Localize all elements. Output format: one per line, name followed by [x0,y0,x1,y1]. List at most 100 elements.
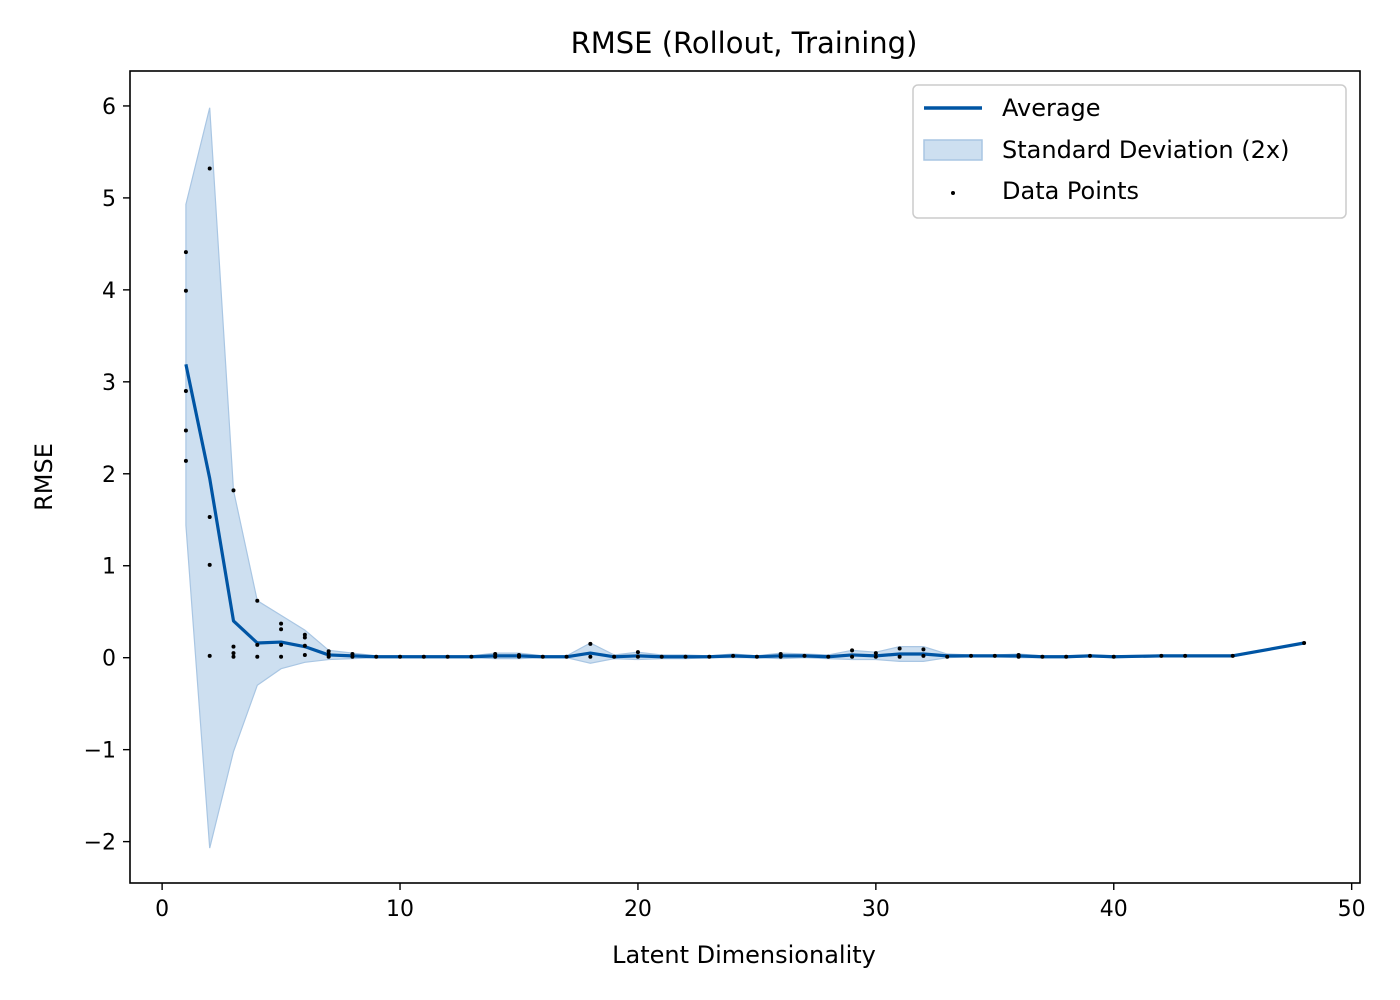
y-tick-label: 0 [102,647,116,672]
data-point [945,654,950,659]
legend-box [912,84,1347,219]
x-tick-label: 30 [862,897,890,922]
data-point [1040,654,1045,659]
data-point [1302,640,1307,645]
x-tick-label: 20 [624,897,652,922]
data-point [279,642,284,647]
data-point [516,654,521,659]
x-tick-label: 50 [1338,897,1366,922]
data-point [493,654,498,659]
data-point [183,428,188,433]
data-point [731,653,736,658]
data-point [754,654,759,659]
data-point [183,288,188,293]
y-axis-label: RMSE [30,443,58,511]
y-tick-label: 4 [102,279,116,304]
data-point [992,653,997,658]
data-point [826,654,831,659]
data-point [921,653,926,658]
legend-average-label: Average [1002,94,1101,122]
data-point [802,653,807,658]
legend: Average Standard Deviation (2x) Data Poi… [912,84,1347,219]
data-point [778,654,783,659]
x-tick-label: 40 [1100,897,1128,922]
data-point [1064,654,1069,659]
legend-band-label: Standard Deviation (2x) [1002,136,1289,164]
data-point [1230,653,1235,658]
x-ticks: 0 10 20 30 40 50 [155,883,1366,922]
data-point [255,654,260,659]
data-point [873,651,878,656]
data-point [493,652,498,657]
data-point [612,654,617,659]
data-point [540,654,545,659]
y-tick-label: 5 [102,187,116,212]
x-axis-label: Latent Dimensionality [612,941,876,969]
y-tick-label: 6 [102,95,116,120]
legend-points-label: Data Points [1002,177,1139,205]
plot-frame [129,70,1361,884]
data-point [421,654,426,659]
data-point [921,647,926,652]
data-point [1183,653,1188,658]
data-point [1111,654,1116,659]
data-point [302,635,307,640]
data-point [969,653,974,658]
data-point [659,654,664,659]
y-tick-label: 1 [102,555,116,580]
data-point [207,653,212,658]
data-point [350,654,355,659]
data-point [850,648,855,653]
legend-band-swatch [923,139,983,161]
data-point [183,458,188,463]
data-points-layer [183,166,1307,659]
data-point [850,654,855,659]
y-tick-label: 2 [102,463,116,488]
data-point [374,654,379,659]
data-point [279,654,284,659]
data-point [183,389,188,394]
data-point [635,654,640,659]
data-point [683,654,688,659]
data-point [469,654,474,659]
data-point [897,646,902,651]
data-point [326,654,331,659]
data-point [183,250,188,255]
x-tick-label: 0 [155,897,169,922]
data-point [207,515,212,519]
data-point [897,654,902,659]
legend-points-swatch [951,191,955,195]
data-point [635,650,640,655]
average-line [184,364,1305,659]
data-point [255,598,260,603]
data-point [231,488,236,493]
y-ticks: −2 −1 0 1 2 3 4 5 6 [84,95,130,856]
data-point [350,652,355,657]
data-point [398,654,403,659]
data-point [302,632,307,637]
data-point [588,641,593,646]
x-tick-label: 10 [386,897,414,922]
data-point [231,654,236,659]
y-tick-label: −1 [84,739,116,764]
data-point [207,166,212,171]
chart-title: RMSE (Rollout, Training) [571,26,918,60]
data-point [326,649,331,654]
data-point [564,654,569,659]
data-point [255,642,260,647]
data-point [1159,653,1164,658]
y-tick-label: 3 [102,371,116,396]
data-point [445,654,450,659]
data-point [873,654,878,659]
data-point [279,621,284,626]
data-point [707,654,712,659]
data-point [231,644,236,649]
data-point [302,652,307,657]
data-point [207,562,212,567]
data-point [778,652,783,657]
average-line-layer [184,364,1305,659]
data-point [1087,653,1092,658]
data-point [588,654,593,659]
data-point [302,643,307,648]
